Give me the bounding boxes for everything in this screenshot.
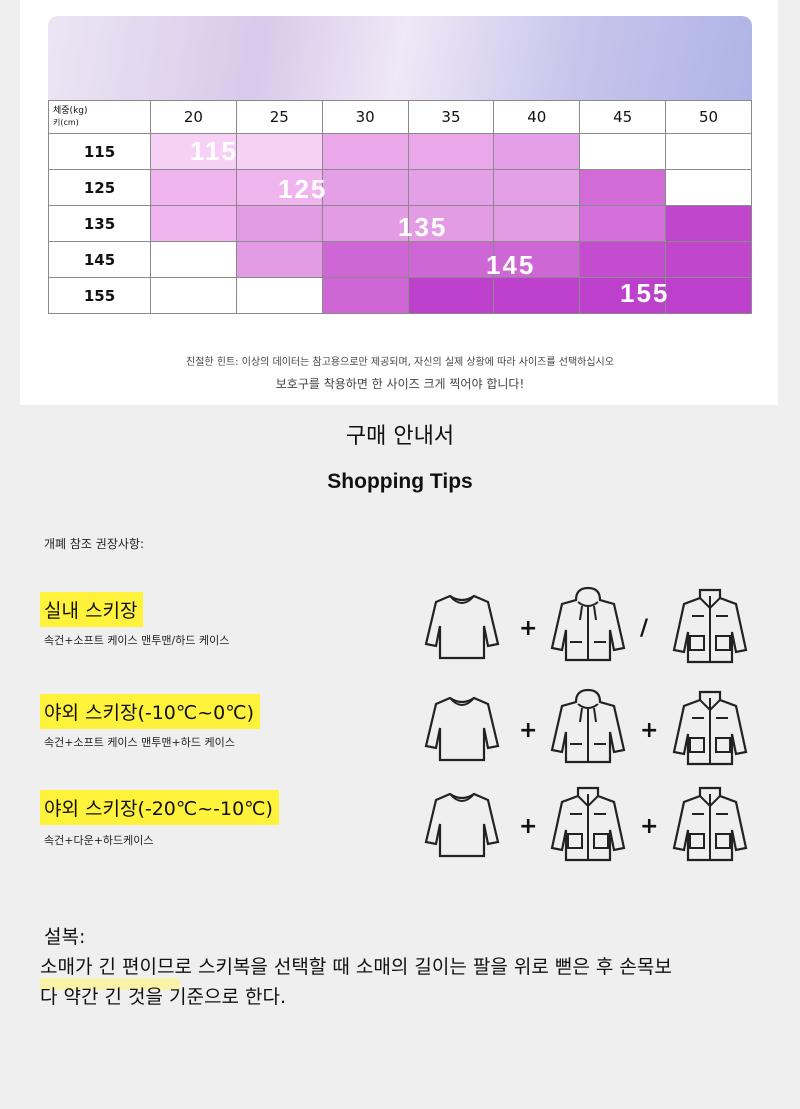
section-description: 속건+소프트 케이스 맨투맨/하드 케이스	[44, 634, 230, 647]
size-cell	[235, 205, 323, 242]
guide-subtitle: Shopping Tips	[327, 470, 473, 493]
size-cell	[150, 277, 237, 314]
overlay-label: 115	[190, 136, 238, 166]
size-cell	[407, 241, 495, 278]
size-cell	[579, 241, 667, 278]
section-title: 야외 스키장(-10℃~0℃)	[40, 694, 260, 729]
size-cell	[150, 241, 237, 278]
size-cell	[321, 241, 409, 278]
guide-intro: 개폐 참조 권장사항:	[44, 537, 144, 551]
size-cell	[235, 241, 323, 278]
size-cell	[493, 277, 581, 314]
table-row: 135	[48, 205, 752, 242]
section-description: 속건+다운+하드케이스	[44, 834, 154, 847]
size-cell	[493, 133, 581, 170]
clothing-icon	[550, 688, 626, 764]
guide-title: 구매 안내서	[345, 424, 455, 449]
overlay-label: 125	[278, 174, 328, 204]
clothing-icon	[550, 586, 626, 662]
row-header: 155	[48, 277, 151, 314]
clothing-icon	[424, 792, 500, 858]
row-header: 135	[48, 205, 151, 242]
column-header: 45	[579, 100, 667, 134]
column-header: 25	[235, 100, 323, 134]
section-title: 실내 스키장	[40, 592, 144, 627]
clothing-icon	[424, 696, 500, 762]
column-header: 30	[321, 100, 409, 134]
size-cell	[321, 169, 409, 206]
size-cell	[665, 133, 752, 170]
separator: /	[640, 616, 649, 641]
column-header: 40	[493, 100, 581, 134]
size-cell	[493, 169, 581, 206]
size-cell	[407, 133, 495, 170]
size-cell	[150, 169, 237, 206]
column-header: 35	[407, 100, 495, 134]
note: 친절한 힌트: 이상의 데이터는 참고용으로만 제공되며, 자신의 실제 상황에…	[186, 357, 614, 368]
corner-label: 체중(kg)	[53, 106, 88, 116]
separator: +	[640, 718, 659, 743]
table-row: 125	[48, 169, 752, 206]
section-title: 야외 스키장(-20℃~-10℃)	[40, 790, 279, 825]
row-header: 125	[48, 169, 151, 206]
size-cell	[579, 169, 667, 206]
separator: +	[640, 814, 659, 839]
size-cell	[235, 133, 323, 170]
section-description: 속건+소프트 케이스 맨투맨+하드 케이스	[44, 736, 235, 749]
size-cell	[407, 205, 495, 242]
clothing-icon	[672, 690, 748, 766]
size-cell	[493, 205, 581, 242]
footer-text: 소매가 긴 편이므로 스키복을 선택할 때 소매의 길이는 팔을 위로 뻗은 후…	[40, 952, 780, 1012]
footer-label: 설복:	[44, 926, 86, 948]
size-cell	[493, 241, 581, 278]
header-row: 체중(kg) 키(cm) 20 25 30 35 40 45 50	[48, 100, 752, 134]
corner-cell: 체중(kg) 키(cm)	[48, 100, 151, 134]
size-cell	[665, 277, 752, 314]
column-header: 20	[150, 100, 237, 134]
corner-label: 키(cm)	[53, 118, 79, 127]
overlay-label: 135	[398, 212, 448, 242]
size-cell	[407, 277, 495, 314]
separator: +	[519, 616, 538, 641]
row-header: 115	[48, 133, 151, 170]
size-cell	[321, 277, 409, 314]
size-cell	[579, 205, 667, 242]
footer-line: 소매가 긴 편이므로 스키복을 선택할 때 소매의 길이는 팔을 위로 뻗은 후…	[40, 956, 672, 978]
highlight	[40, 978, 180, 990]
column-header: 50	[665, 100, 752, 134]
footer-line: 다 약간 긴 것을 기준으로 한다.	[40, 986, 286, 1008]
table-row: 115	[48, 133, 752, 170]
table-row: 145	[48, 241, 752, 278]
size-cell	[579, 133, 667, 170]
banner	[48, 16, 752, 104]
size-cell	[665, 169, 752, 206]
size-cell	[321, 205, 409, 242]
overlay-label: 145	[486, 250, 536, 280]
size-cell	[150, 133, 237, 170]
size-cell	[235, 277, 323, 314]
size-cell	[321, 133, 409, 170]
size-table: 체중(kg) 키(cm) 20 25 30 35 40 45 50 115 125 135 145 155	[48, 100, 752, 314]
size-cell	[665, 205, 752, 242]
separator: +	[519, 814, 538, 839]
separator: +	[519, 718, 538, 743]
size-cell	[665, 241, 752, 278]
clothing-icon	[672, 786, 748, 862]
size-cell	[150, 205, 237, 242]
clothing-icon	[550, 786, 626, 862]
clothing-icon	[424, 594, 500, 660]
note: 보호구를 착용하면 한 사이즈 크게 찍어야 합니다!	[275, 377, 525, 391]
size-cell	[407, 169, 495, 206]
overlay-label: 155	[620, 278, 670, 308]
size-cell	[579, 277, 667, 314]
table-row: 155	[48, 277, 752, 314]
clothing-icon	[672, 588, 748, 664]
row-header: 145	[48, 241, 151, 278]
